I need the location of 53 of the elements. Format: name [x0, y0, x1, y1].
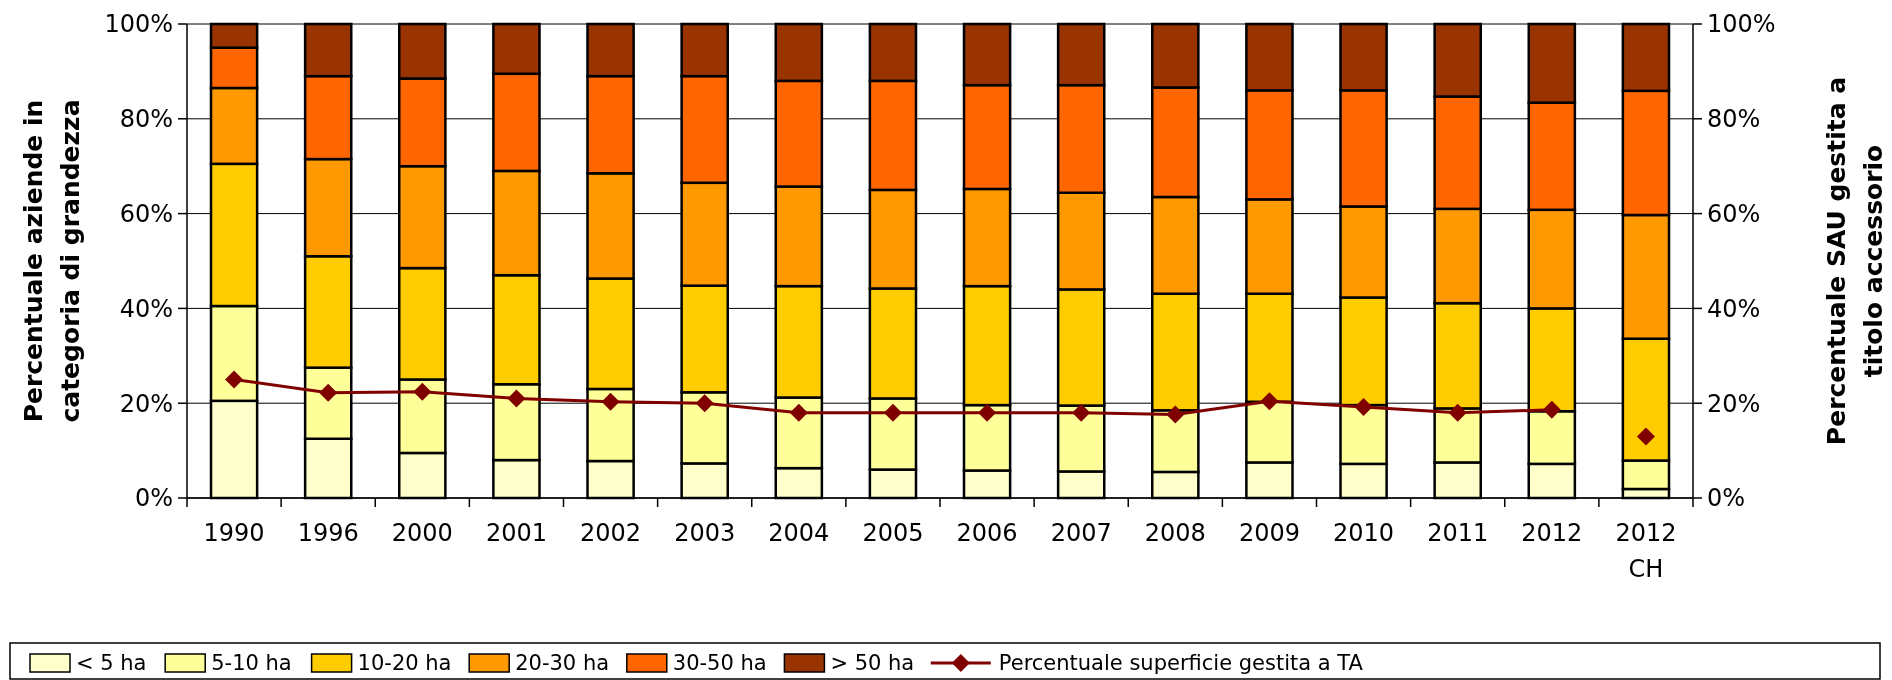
y2-tick-label: 60%: [1707, 200, 1761, 228]
x-tick-label: 2000: [391, 519, 453, 547]
x-tick-label: 2004: [768, 519, 830, 547]
y-tick-label: 40%: [119, 294, 173, 323]
point: [601, 392, 620, 411]
legend-label: 10-20 ha: [357, 651, 452, 675]
y-tick-label: 60%: [119, 200, 173, 228]
point: [1542, 400, 1561, 419]
x-tick-label: 2006: [956, 519, 1018, 547]
x-tick-label: 2005: [862, 519, 924, 547]
point: [1072, 403, 1091, 422]
legend-label: < 5 ha: [76, 651, 147, 675]
point: [1636, 427, 1655, 446]
y-axis-title: Percentuale aziende in categoria di grandezza: [19, 99, 85, 423]
y2-tick-label: 0%: [1707, 484, 1746, 513]
legend-label: Percentuale superficie gestita a TA: [998, 651, 1364, 675]
point: [978, 403, 997, 422]
x-tick-label: 2012: [1521, 519, 1583, 547]
y-tick-label: 100%: [104, 10, 173, 39]
y2-tick-label: 80%: [1707, 105, 1761, 134]
point: [1354, 397, 1373, 416]
x-tick-label: 2010: [1333, 519, 1395, 547]
point: [883, 403, 902, 422]
point: [695, 394, 714, 413]
point: [789, 403, 808, 422]
point: [319, 383, 338, 402]
y2-tick-label: 40%: [1707, 294, 1761, 323]
y2-tick-label: 100%: [1707, 10, 1776, 39]
point: [1260, 392, 1279, 411]
legend-label: 30-50 ha: [672, 651, 767, 675]
point: [1166, 405, 1185, 424]
x-tick-label: 1996: [297, 519, 359, 547]
x-tick-label: 2001: [485, 519, 547, 547]
x-tick-label: 2009: [1238, 519, 1300, 547]
x-tick-label: 2011: [1427, 519, 1489, 547]
point: [225, 370, 244, 389]
x-tick-label: 2012 CH: [1615, 519, 1677, 583]
x-tick-label: 1990: [203, 519, 265, 547]
x-tick-label: 2003: [674, 519, 736, 547]
point: [1448, 403, 1467, 422]
x-tick-label: 2007: [1050, 519, 1112, 547]
y-tick-label: 0%: [134, 484, 173, 513]
x-tick-label: 2008: [1144, 519, 1206, 547]
y-tick-label: 80%: [119, 105, 173, 134]
legend-label: 20-30 ha: [515, 651, 610, 675]
y2-axis-title: Percentuale SAU gestita a titolo accessorio: [1822, 76, 1888, 446]
y-tick-label: 20%: [119, 389, 173, 418]
legend-label: > 50 ha: [830, 651, 915, 675]
point: [507, 389, 526, 408]
legend-label: 5-10 ha: [211, 651, 292, 675]
point: [413, 382, 432, 401]
x-tick-label: 2002: [580, 519, 642, 547]
y2-tick-label: 20%: [1707, 389, 1761, 418]
